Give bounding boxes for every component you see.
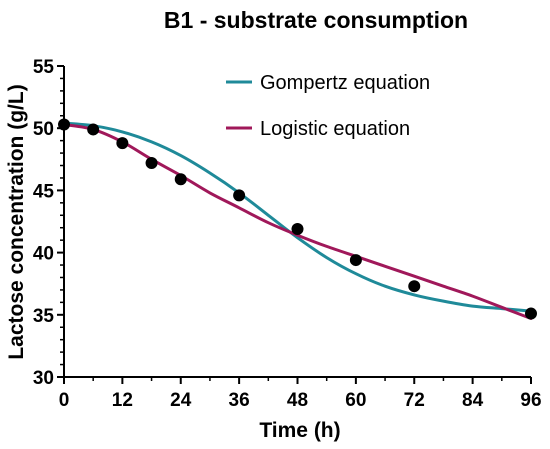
x-tick-label: 60: [345, 390, 366, 411]
fit-curves: [62, 121, 533, 320]
x-axis-label: Time (h): [259, 419, 340, 442]
x-tick-label: 72: [404, 390, 425, 411]
data-point: [58, 118, 70, 131]
y-tick-label: 35: [33, 306, 55, 327]
data-point: [145, 157, 158, 170]
data-point: [291, 222, 304, 235]
data-point: [174, 173, 187, 186]
y-tick-label: 50: [33, 119, 54, 140]
chart-title: B1 - substrate consumption: [164, 7, 468, 33]
data-point: [408, 280, 421, 293]
data-point: [116, 137, 129, 150]
legend-label: Gompertz equation: [260, 72, 430, 94]
data-point: [87, 123, 100, 136]
y-tick-label: 45: [33, 181, 55, 202]
x-tick-label: 24: [170, 390, 192, 411]
x-tick-label: 96: [520, 390, 541, 411]
legend-label: Logistic equation: [260, 118, 410, 140]
gompertz-curve: [62, 121, 533, 313]
data-point: [525, 307, 537, 320]
legend: Gompertz equation Logistic equation: [226, 72, 430, 140]
x-tick-label: 0: [59, 390, 70, 411]
y-tick-label: 55: [33, 57, 55, 78]
logistic-curve: [62, 123, 533, 320]
y-tick-label: 30: [33, 368, 54, 389]
y-axis-label: Lactose concentration (g/L): [5, 84, 28, 359]
x-tick-label: 84: [462, 390, 484, 411]
observed-points: [58, 118, 537, 320]
x-tick-label: 48: [287, 390, 308, 411]
x-tick-label: 36: [229, 390, 250, 411]
x-tick-label: 12: [112, 390, 133, 411]
data-point: [233, 189, 246, 202]
axes: 30 35 40 45 50 55 0 12 24 36 48 60 72 84 96: [33, 57, 542, 411]
y-tick-label: 40: [33, 244, 54, 265]
data-point: [349, 254, 362, 267]
